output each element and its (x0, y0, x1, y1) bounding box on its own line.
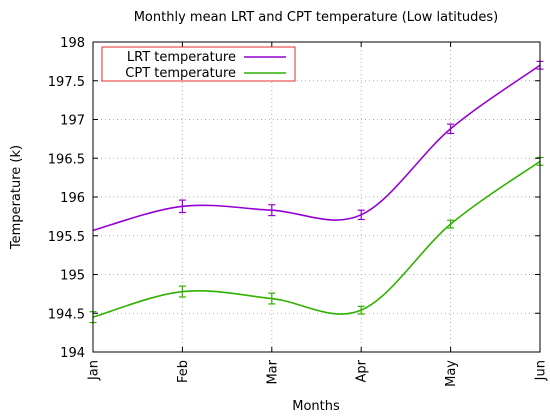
x-tick-label: Feb (176, 360, 191, 383)
x-tick-label: Jan (87, 360, 102, 381)
series-line-lrt (92, 64, 541, 232)
grid (93, 42, 540, 352)
y-tick-label: 194 (60, 346, 85, 361)
y-tick-label: 196.5 (48, 152, 85, 167)
error-bars (89, 60, 544, 324)
y-axis: 194 194.5 195 195.5 196 196.5 197 197.5 198 (48, 36, 540, 361)
y-tick-label: 197.5 (48, 75, 85, 90)
legend-box (101, 46, 296, 82)
y-tick-label: 194.5 (48, 307, 85, 322)
series-line-cpt (92, 160, 541, 318)
chart-title: Monthly mean LRT and CPT temperature (Lo… (134, 10, 499, 25)
x-axis-label: Months (292, 399, 340, 414)
y-tick-label: 195 (60, 269, 85, 284)
series-lines (92, 64, 541, 318)
legend-label-cpt: CPT temperature (125, 66, 236, 81)
legend: LRT temperature CPT temperature (101, 46, 296, 82)
y-tick-label: 197 (60, 114, 85, 129)
plot-frame (92, 41, 541, 353)
y-tick-label: 196 (60, 191, 85, 206)
x-tick-label: May (444, 360, 459, 387)
y-tick-label: 198 (60, 36, 85, 51)
y-axis-label: Temperature (k) (9, 145, 24, 250)
x-tick-label: Apr (355, 359, 370, 382)
legend-label-lrt: LRT temperature (127, 50, 236, 65)
y-tick-label: 195.5 (48, 230, 85, 245)
x-tick-label: Mar (265, 359, 280, 384)
x-axis: Jan Feb Mar Apr May Jun (87, 42, 549, 387)
x-tick-label: Jun (534, 360, 549, 381)
